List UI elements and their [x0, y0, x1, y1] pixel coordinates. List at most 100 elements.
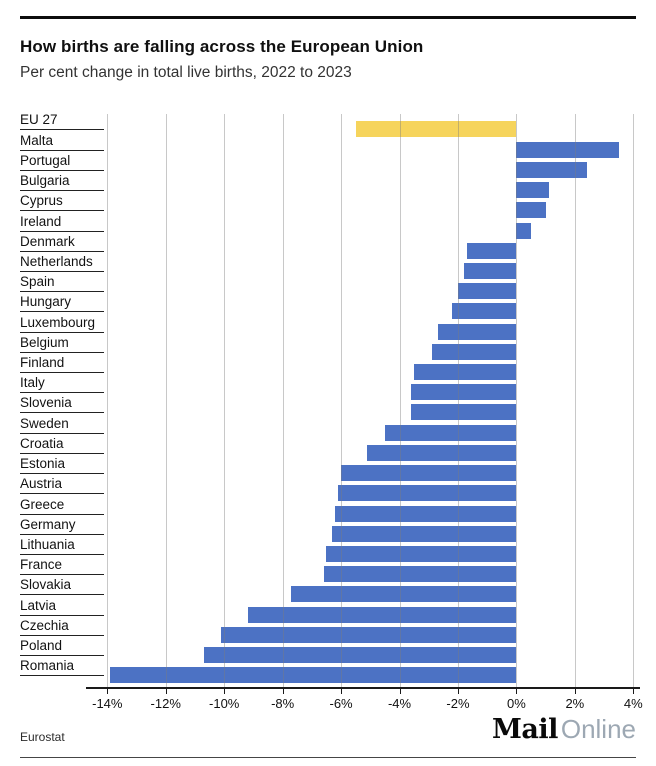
chart-subtitle: Per cent change in total live births, 20… [20, 64, 352, 81]
x-axis-tick [165, 689, 167, 694]
row-separator [20, 190, 104, 192]
gridline [633, 114, 635, 687]
bar-luxembourg [437, 323, 517, 340]
row-separator [20, 270, 104, 272]
row-separator [20, 594, 104, 596]
gridline [399, 114, 401, 687]
row-separator [20, 331, 104, 333]
x-axis-line [86, 687, 641, 689]
bar-latvia [247, 606, 517, 623]
bar-greece [335, 505, 517, 522]
row-separator [20, 149, 104, 151]
bar-czechia [221, 626, 517, 643]
gridline [282, 114, 284, 687]
x-axis-tick [224, 689, 226, 694]
country-label: Hungary [20, 294, 72, 310]
bar-slovenia [411, 404, 517, 421]
country-label: Bulgaria [20, 173, 70, 189]
bar-lithuania [326, 546, 517, 563]
row-separator [20, 614, 104, 616]
gridline [224, 114, 226, 687]
country-label: Slovenia [20, 395, 72, 411]
row-separator [20, 655, 104, 657]
bar-malta [516, 141, 619, 158]
country-label: Sweden [20, 415, 69, 431]
x-axis-tick [457, 689, 459, 694]
x-axis-tick-label: -10% [209, 696, 240, 711]
bar-italy [411, 384, 517, 401]
row-separator [20, 675, 104, 677]
row-separator [20, 554, 104, 556]
bar-finland [414, 364, 517, 381]
bar-belgium [431, 343, 517, 360]
gridline [165, 114, 167, 687]
bar-bulgaria [516, 182, 549, 199]
bar-croatia [367, 444, 517, 461]
bar-austria [338, 485, 517, 502]
row-separator [20, 169, 104, 171]
x-axis-tick-label: -4% [387, 696, 412, 711]
country-label: Lithuania [20, 537, 75, 553]
logo-online-text: Online [560, 714, 636, 744]
source-credit: Eurostat [20, 730, 65, 744]
x-axis-tick [107, 689, 109, 694]
row-separator [20, 412, 104, 414]
gridline [457, 114, 459, 687]
bar-france [323, 566, 517, 583]
row-separator [20, 230, 104, 232]
gridline [107, 114, 109, 687]
x-axis-tick [516, 689, 518, 694]
country-label: Romania [20, 658, 75, 674]
row-separator [20, 452, 104, 454]
row-separator [20, 372, 104, 374]
x-axis-tick-label: -2% [446, 696, 470, 711]
page-title: How births are falling across the Europe… [20, 37, 424, 56]
x-axis-tick-label: -8% [271, 696, 295, 711]
country-label: Italy [20, 375, 45, 391]
bar-poland [203, 647, 517, 664]
bar-netherlands [463, 262, 517, 279]
country-label: Ireland [20, 213, 62, 229]
bar-denmark [466, 242, 517, 259]
country-label: Cyprus [20, 193, 63, 209]
row-separator [20, 351, 104, 353]
country-label: Malta [20, 132, 54, 148]
mailonline-logo: Mail Online [492, 714, 636, 745]
row-separator [20, 634, 104, 636]
bar-hungary [452, 303, 517, 320]
country-label: Greece [20, 496, 65, 512]
country-label: Spain [20, 274, 55, 290]
bar-spain [457, 283, 517, 300]
country-label: Denmark [20, 233, 75, 249]
bar-cyprus [516, 202, 546, 219]
bottom-rule [20, 757, 636, 758]
country-label: Czechia [20, 617, 69, 633]
x-axis-tick [399, 689, 401, 694]
x-axis-tick [282, 689, 284, 694]
bar-eu-27 [355, 121, 517, 138]
bar-portugal [516, 161, 587, 178]
x-axis-tick-label: 2% [565, 696, 585, 711]
gridline [341, 114, 343, 687]
x-axis-tick [341, 689, 343, 694]
row-separator [20, 210, 104, 212]
country-label: Estonia [20, 456, 66, 472]
row-separator [20, 473, 104, 475]
bar-sweden [384, 424, 517, 441]
gridline [574, 114, 576, 687]
row-separator [20, 493, 104, 495]
country-label: Latvia [20, 597, 57, 613]
country-label: Germany [20, 516, 76, 532]
country-label: Austria [20, 476, 63, 492]
row-separator [20, 129, 104, 131]
x-axis-tick [633, 689, 635, 694]
country-label: Portugal [20, 152, 71, 168]
country-label: Poland [20, 638, 63, 654]
x-axis-tick-label: 4% [623, 696, 643, 711]
x-axis-tick [574, 689, 576, 694]
gridline [516, 114, 518, 687]
row-separator [20, 432, 104, 434]
x-axis-tick-label: -6% [329, 696, 353, 711]
row-separator [20, 513, 104, 515]
